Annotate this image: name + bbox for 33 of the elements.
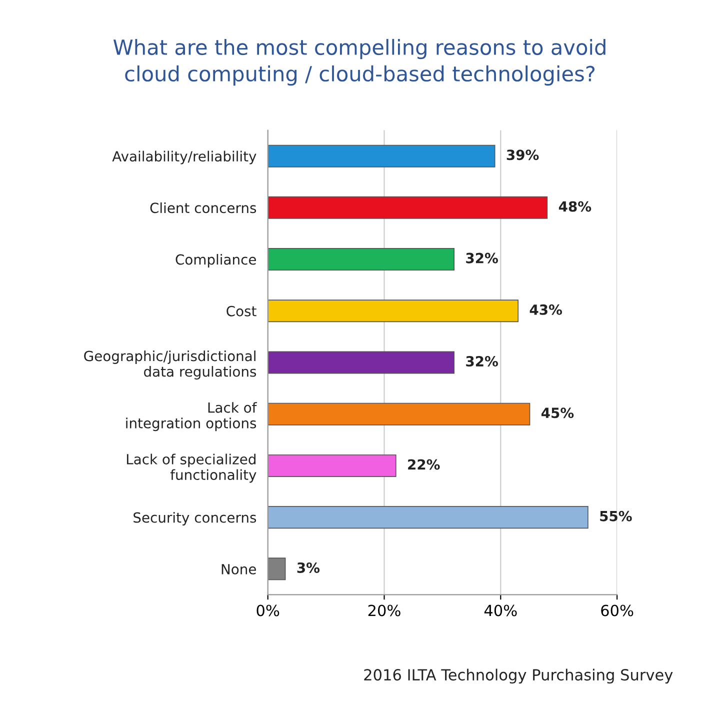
bar — [268, 558, 286, 580]
bar — [268, 351, 454, 374]
x-tick-label: 20% — [368, 604, 400, 616]
bar — [268, 300, 519, 322]
data-label: 32% — [466, 252, 498, 264]
data-label: 43% — [530, 304, 562, 315]
bar — [268, 454, 396, 477]
y-tick-label: Compliance — [176, 254, 256, 268]
y-tick-label: Security concerns — [134, 512, 256, 526]
y-tick-label: Geographic/jurisdictional data regulations — [84, 350, 256, 380]
y-tick-label: Lack of specialized functionality — [126, 454, 256, 483]
y-tick-label: None — [222, 564, 256, 574]
data-label: 32% — [466, 356, 498, 367]
x-tick-label: 40% — [484, 604, 517, 616]
y-tick-label: Client concerns — [150, 202, 256, 214]
data-label: 3% — [297, 562, 320, 573]
x-tick-label: 60% — [601, 604, 634, 616]
bar — [268, 248, 454, 271]
y-tick-label: Availability/reliability — [112, 150, 256, 164]
bar — [268, 144, 496, 168]
data-label: 22% — [408, 459, 440, 470]
chart-title: What are the most compelling reasons to avoid cloud computing / cloud-based technologies? — [113, 38, 606, 86]
data-label: 55% — [600, 510, 632, 522]
x-tick-label: 0% — [256, 604, 280, 616]
data-label: 48% — [558, 201, 592, 212]
bar — [268, 196, 548, 219]
text: 2016 ILTA Technology Purchasing Survey — [364, 668, 673, 684]
data-label: 45% — [541, 408, 574, 418]
y-tick-label: Lack of integration options — [126, 402, 257, 432]
data-label: 39% — [506, 150, 539, 160]
bar — [268, 402, 530, 426]
bar — [268, 506, 588, 529]
y-tick-label: Cost — [226, 306, 256, 316]
